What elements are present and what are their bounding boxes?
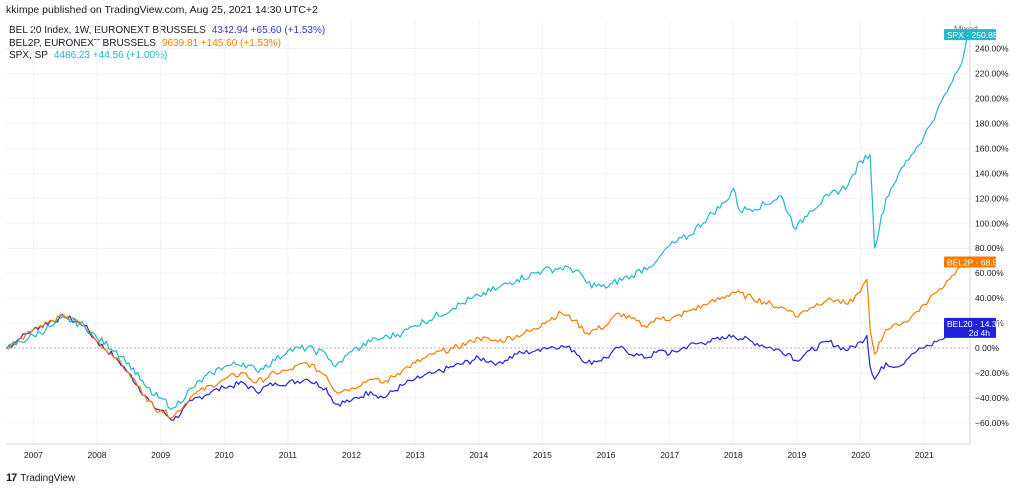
- y-tick-label: 200.00%: [975, 94, 1009, 104]
- y-tick-label: 80.00%: [975, 243, 1004, 253]
- price-tag-sublabel: 2d 4h: [969, 328, 991, 338]
- price-tag-label: BEL2P · 68.50%: [947, 258, 1010, 268]
- publisher-info: kkimpe published on TradingView.com, Aug…: [6, 4, 318, 16]
- legend-values: 9639.81 +145.60 (+1.53%): [161, 37, 281, 49]
- price-tag: [944, 29, 996, 41]
- price-tag: [944, 317, 996, 338]
- price-tag-label: BEL20 · 14.35%: [947, 319, 1009, 329]
- legend: BEL 20 Index, 1W, EURONEXT BRUSSELS 4342.…: [9, 25, 325, 63]
- series-line-bel2p: [6, 262, 969, 419]
- legend-row-spx[interactable]: SPX, SP 4486.23 +44.56 (+1.00%): [9, 50, 325, 63]
- x-tick-label: 2011: [279, 450, 298, 460]
- scale-mode-label[interactable]: Mixed: [953, 24, 978, 34]
- y-tick-label: 240.00%: [975, 44, 1009, 54]
- legend-values: 4486.23 +44.56 (+1.00%): [53, 50, 168, 61]
- x-tick-label: 2012: [342, 450, 361, 460]
- x-tick-label: 2010: [215, 450, 234, 460]
- series-line-bel20: [6, 314, 968, 421]
- brand-name[interactable]: TradingView: [20, 472, 76, 484]
- x-tick-label: 2021: [915, 450, 934, 460]
- x-tick-label: 2008: [88, 450, 107, 460]
- price-tag: [944, 256, 996, 268]
- x-tick-label: 2007: [24, 450, 43, 460]
- footer: 17 TradingView: [6, 472, 75, 484]
- y-tick-label: −60.00%: [975, 418, 1009, 428]
- legend-symbol: BEL 20 Index, 1W, EURONEXT BRUSSELS: [9, 25, 206, 36]
- legend-row-bel20[interactable]: BEL 20 Index, 1W, EURONEXT BRUSSELS 4342.…: [9, 25, 325, 38]
- x-tick-label: 2019: [787, 450, 806, 460]
- y-tick-label: 120.00%: [975, 193, 1009, 203]
- x-tick-label: 2017: [660, 450, 679, 460]
- legend-row-bel2p[interactable]: BEL2P, EURONEXT BRUSSELS 9639.81 +145.60 …: [9, 38, 325, 51]
- x-tick-label: 2013: [406, 450, 425, 460]
- y-tick-label: 160.00%: [975, 143, 1009, 153]
- x-tick-label: 2009: [151, 450, 170, 460]
- price-tag-label: SPX · 250.88%: [947, 30, 1006, 40]
- y-tick-label: 60.00%: [975, 268, 1004, 278]
- legend-symbol: BEL2P, EURONEXT BRUSSELS: [9, 37, 156, 49]
- y-tick-label: 180.00%: [975, 119, 1009, 129]
- legend-values: 4342.94 +65.60 (+1.53%): [211, 25, 326, 36]
- y-tick-label: 140.00%: [975, 168, 1009, 178]
- legend-symbol: SPX, SP: [9, 50, 48, 61]
- tradingview-logo-icon[interactable]: 17: [6, 472, 17, 484]
- x-tick-label: 2020: [851, 450, 870, 460]
- x-tick-label: 2016: [597, 450, 616, 460]
- series-line-spx: [6, 34, 969, 410]
- y-tick-label: 40.00%: [975, 293, 1004, 303]
- y-tick-label: 100.00%: [975, 218, 1009, 228]
- y-tick-label: 220.00%: [975, 69, 1009, 79]
- y-tick-label: −40.00%: [975, 393, 1009, 403]
- y-tick-label: 0.00%: [975, 343, 1000, 353]
- x-tick-label: 2014: [469, 450, 488, 460]
- x-tick-label: 2015: [533, 450, 552, 460]
- x-tick-label: 2018: [724, 450, 743, 460]
- y-tick-label: −20.00%: [975, 368, 1009, 378]
